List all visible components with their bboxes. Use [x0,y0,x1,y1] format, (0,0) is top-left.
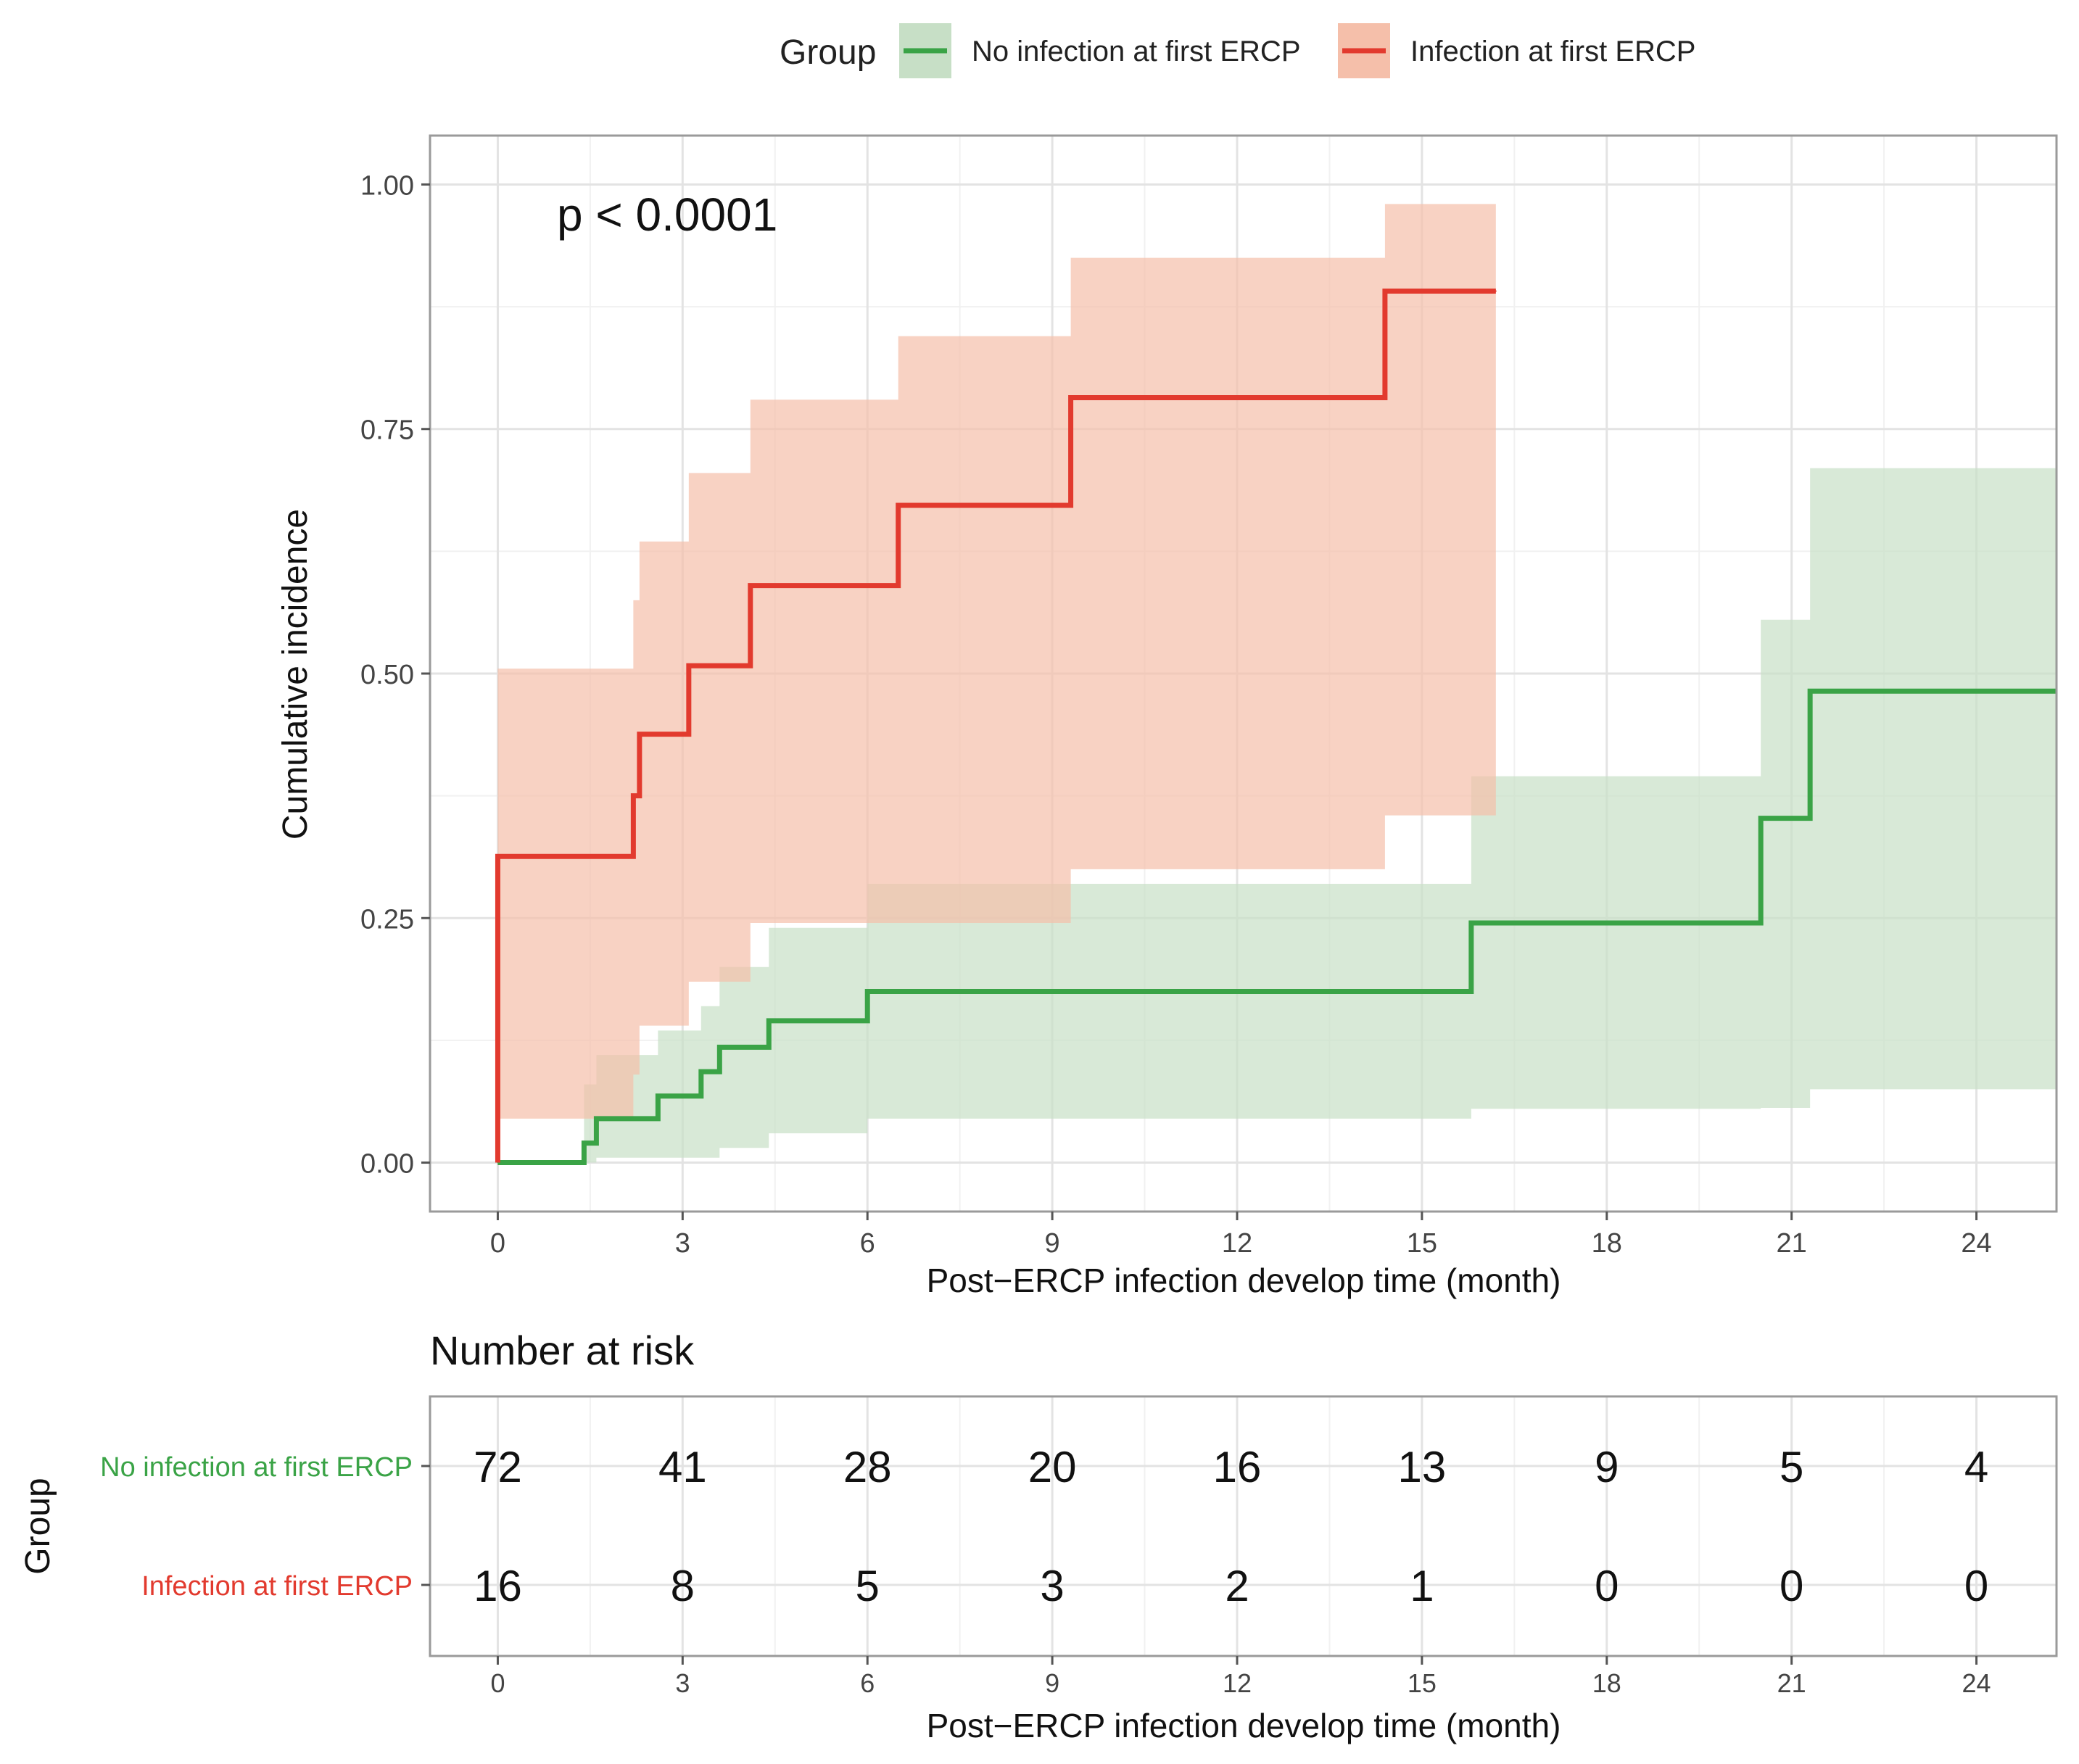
risk-panel-border [429,1395,2058,1657]
step-point [749,584,751,587]
x-tick-label: 24 [1961,1228,1991,1259]
x-tick-label: 15 [1407,1228,1437,1259]
x-axis-ticks: 0 3 6 9 12 15 18 21 24 [490,1212,1992,1259]
main-plot: 0.00 0.25 0.50 0.75 1.00 0 3 6 9 12 15 18 21 24 p < … [276,134,2058,1299]
risk-cell: 5 [856,1562,880,1610]
x-tick-label: 12 [1222,1228,1252,1259]
step-point [1384,290,1386,292]
step-point [719,1046,721,1048]
risk-cell: 0 [1595,1562,1619,1610]
y-axis-ticks: 0.00 0.25 0.50 0.75 1.00 [360,170,430,1180]
risk-grid [430,1396,2057,1656]
risk-cell: 5 [1780,1443,1803,1491]
risk-x-tick-label: 9 [1045,1668,1059,1698]
risk-x-tick-label: 12 [1223,1668,1252,1698]
step-point [700,1071,702,1073]
risk-cell: 1 [1410,1562,1434,1610]
risk-cell: 20 [1028,1443,1077,1491]
risk-x-tick-label: 6 [860,1668,875,1698]
risk-cell: 0 [1780,1562,1803,1610]
risk-cell: 28 [843,1443,892,1491]
risk-cell: 72 [474,1443,522,1491]
risk-cells: 72 41 28 20 16 13 9 5 4 16 8 5 3 2 1 0 0 0 [474,1443,1988,1610]
step-point [595,1117,598,1119]
risk-cell: 41 [658,1443,707,1491]
risk-x-tick-label: 3 [675,1668,690,1698]
step-point [1760,817,1762,819]
y-tick-label: 0.00 [360,1149,414,1180]
y-axis-label: Cumulative incidence [276,509,315,840]
x-axis-label: Post−ERCP infection develop time (month) [927,1262,1561,1299]
step-point [687,665,690,667]
step-point [867,990,869,993]
x-tick-label: 18 [1592,1228,1622,1259]
step-point [1070,397,1072,399]
legend-title: Group [780,33,876,72]
x-tick-label: 0 [490,1228,505,1259]
step-point [583,1142,585,1144]
step-point [768,1019,770,1022]
risk-x-tick-label: 18 [1592,1668,1621,1698]
risk-cell: 3 [1040,1562,1064,1610]
legend: Group No infection at first ERCP Infecti… [780,23,1695,78]
risk-cell: 9 [1595,1443,1619,1491]
x-tick-label: 9 [1045,1228,1060,1259]
risk-row-label: Infection at first ERCP [141,1571,413,1602]
step-point [638,733,640,735]
risk-table: Number at risk 72 41 28 20 16 13 9 5 416 8 5 3 2 1 0 0 0… [19,1328,2058,1744]
step-point [657,1095,659,1097]
risk-panel-background [430,1396,2057,1656]
risk-cell: 0 [1964,1562,1988,1610]
p-value-annotation: p < 0.0001 [557,189,777,241]
risk-cell: 8 [671,1562,695,1610]
x-tick-label: 21 [1777,1228,1807,1259]
risk-cell: 4 [1964,1443,1988,1491]
x-tick-label: 3 [675,1228,690,1259]
risk-table-title: Number at risk [430,1328,695,1373]
legend-label-no-infection: No infection at first ERCP [972,36,1301,67]
risk-cell: 16 [474,1562,522,1610]
risk-x-tick-label: 0 [490,1668,505,1698]
step-point [632,795,635,797]
risk-row-label: No infection at first ERCP [100,1452,413,1483]
y-tick-label: 1.00 [360,170,414,201]
step-point [1470,922,1472,924]
x-tick-label: 6 [860,1228,875,1259]
step-point [1809,690,1811,692]
confidence-band-series-1 [497,204,1496,1119]
risk-x-tick-label: 24 [1962,1668,1991,1698]
legend-label-infection: Infection at first ERCP [1410,36,1695,67]
y-tick-label: 0.50 [360,660,414,690]
risk-cell: 16 [1213,1443,1262,1491]
step-point [497,856,499,858]
step-line-series-0 [497,688,2057,1166]
y-tick-label: 0.25 [360,904,414,935]
step-line-series-1 [495,289,1496,1163]
risk-cell: 2 [1225,1562,1249,1610]
risk-x-axis-label: Post−ERCP infection develop time (month) [927,1707,1561,1744]
risk-x-tick-label: 15 [1408,1668,1437,1698]
risk-row-labels: No infection at first ERCP Infection at f… [100,1452,430,1602]
risk-x-axis-ticks: 0 3 6 9 12 15 18 21 24 [490,1656,1991,1698]
risk-y-axis-label: Group [19,1478,57,1574]
step-point [897,504,899,506]
risk-cell: 13 [1398,1443,1447,1491]
incidence-curves [495,289,2057,1166]
step-point [1495,290,1497,292]
y-tick-label: 0.75 [360,415,414,446]
risk-x-tick-label: 21 [1777,1668,1806,1698]
